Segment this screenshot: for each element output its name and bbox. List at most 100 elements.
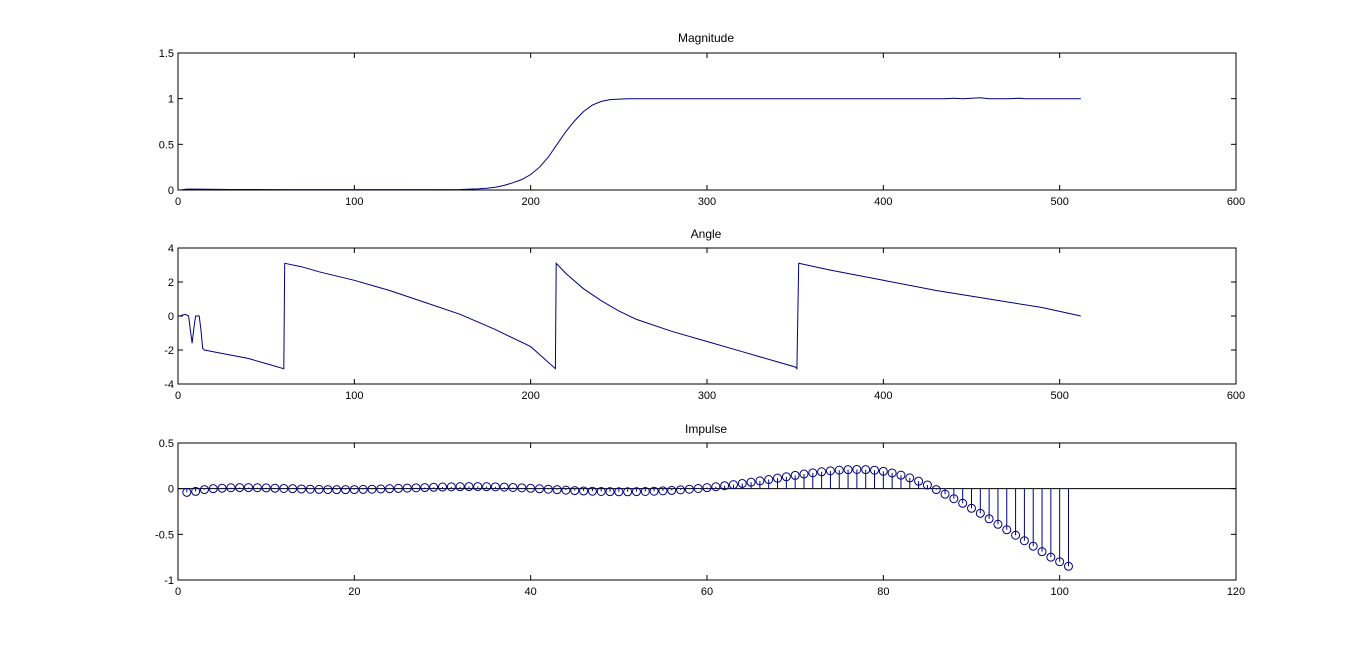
impulse-stem-marker — [658, 486, 668, 496]
impulse-stem-marker — [887, 468, 897, 478]
impulse-stem-marker — [429, 482, 439, 492]
impulse-stem-marker — [323, 485, 333, 495]
impulse-stem-marker — [790, 470, 800, 480]
impulse-stem-marker — [296, 484, 306, 494]
impulse-stem-marker — [667, 485, 677, 495]
impulse-stem-marker — [438, 482, 447, 492]
impulse-title: Impulse — [685, 422, 727, 436]
impulse-stem-marker — [288, 484, 298, 494]
magnitude-xtick-label: 400 — [874, 196, 892, 208]
angle-xtick-label: 300 — [698, 390, 716, 402]
magnitude-axes-box — [177, 52, 1237, 191]
impulse-stem-marker — [631, 487, 641, 497]
impulse-stem-marker — [975, 508, 985, 518]
impulse-stem-marker — [314, 484, 324, 494]
impulse-stem-marker — [561, 485, 571, 495]
impulse-stem-marker — [587, 486, 597, 496]
impulse-stem-marker — [411, 483, 421, 493]
angle-axes-box — [177, 247, 1237, 385]
impulse-stem-marker — [1063, 561, 1073, 571]
impulse-stem-marker — [825, 466, 835, 476]
angle-ytick-label: -2 — [164, 345, 174, 357]
impulse-xtick-label: 40 — [525, 586, 537, 598]
angle-plot: Angle 0 100 200 300 400 500 600 -4 -2 0 2 4 — [164, 227, 1245, 402]
impulse-stem-marker — [199, 485, 209, 495]
impulse-stem-marker — [1055, 557, 1065, 567]
impulse-stem-marker — [244, 483, 254, 493]
impulse-stem-marker — [914, 476, 924, 486]
impulse-stem-marker — [1002, 525, 1012, 535]
angle-xtick-label: 400 — [874, 390, 892, 402]
impulse-stem-marker — [711, 482, 721, 492]
impulse-stem-marker — [235, 483, 245, 493]
angle-ytick-label: -4 — [164, 379, 174, 391]
magnitude-ytick-label: 1.5 — [159, 48, 174, 60]
impulse-stem-marker — [420, 483, 430, 493]
impulse-stem-marker — [261, 483, 271, 493]
angle-xtick-label: 100 — [345, 390, 363, 402]
impulse-ytick-label: -1 — [164, 575, 174, 587]
impulse-stem-marker — [367, 484, 377, 494]
impulse-stem-marker — [676, 485, 686, 495]
impulse-stem-marker — [534, 484, 544, 494]
impulse-ytick-label: 0 — [168, 484, 174, 496]
impulse-axes-box — [177, 442, 1237, 581]
angle-xtick-label: 0 — [175, 390, 181, 402]
magnitude-ytick-label: 1 — [168, 94, 174, 106]
impulse-stem-marker — [781, 472, 791, 482]
angle-title: Angle — [691, 227, 722, 241]
impulse-stem-marker — [684, 484, 694, 494]
impulse-stem-marker — [993, 519, 1003, 529]
magnitude-title: Magnitude — [678, 31, 734, 45]
angle-ytick-label: 4 — [168, 243, 174, 255]
impulse-stem-marker — [720, 481, 730, 491]
impulse-stem-marker — [817, 467, 827, 477]
impulse-stem-marker — [358, 484, 368, 494]
impulse-stem-marker — [279, 483, 289, 493]
impulse-stem-marker — [605, 487, 615, 497]
impulse-stem-marker — [579, 486, 589, 496]
impulse-stem-marker — [922, 480, 932, 490]
impulse-stem-marker — [958, 498, 968, 508]
impulse-stem-marker — [931, 485, 941, 495]
impulse-xtick-label: 100 — [1050, 586, 1068, 598]
impulse-stem-marker — [773, 473, 783, 483]
impulse-stem-marker — [737, 478, 747, 488]
impulse-stem-marker — [517, 483, 527, 493]
impulse-stem-marker — [596, 486, 606, 496]
impulse-stem-marker — [208, 484, 218, 494]
impulse-stem-marker — [878, 466, 888, 476]
angle-xtick-label: 200 — [521, 390, 539, 402]
angle-xtick-label: 600 — [1227, 390, 1245, 402]
impulse-stem-marker — [349, 485, 359, 495]
impulse-stem-marker — [464, 482, 474, 492]
magnitude-plot: Magnitude 0 100 200 300 400 500 600 0 0.5 1 1.5 — [159, 31, 1245, 208]
impulse-stem-marker — [393, 483, 403, 493]
impulse-stem-marker — [693, 483, 703, 493]
impulse-xtick-label: 80 — [877, 586, 889, 598]
impulse-stem-marker — [755, 476, 765, 486]
impulse-stem-marker — [1037, 547, 1047, 557]
impulse-stem-marker — [446, 482, 456, 492]
magnitude-ytick-label: 0.5 — [159, 139, 174, 151]
magnitude-xtick-label: 100 — [345, 196, 363, 208]
impulse-stem-marker — [940, 489, 950, 499]
impulse-xtick-label: 20 — [348, 586, 360, 598]
impulse-stem-marker — [746, 477, 756, 487]
impulse-stem-marker — [834, 465, 844, 475]
impulse-stem-marker — [385, 484, 395, 494]
impulse-stem-marker — [402, 483, 412, 493]
impulse-stem-marker — [623, 487, 633, 497]
impulse-stem-marker — [570, 486, 580, 496]
impulse-stem-marker — [764, 475, 774, 485]
impulse-xtick-label: 120 — [1227, 586, 1245, 598]
impulse-stem-marker — [508, 482, 518, 492]
impulse-stem-marker — [217, 483, 227, 493]
impulse-stem-marker — [543, 484, 553, 494]
angle-series-line — [179, 262, 1081, 370]
angle-ytick-label: 2 — [168, 277, 174, 289]
impulse-stem-marker — [252, 483, 262, 493]
impulse-ytick-label: -0.5 — [155, 529, 174, 541]
impulse-ytick-label: 0.5 — [159, 438, 174, 450]
